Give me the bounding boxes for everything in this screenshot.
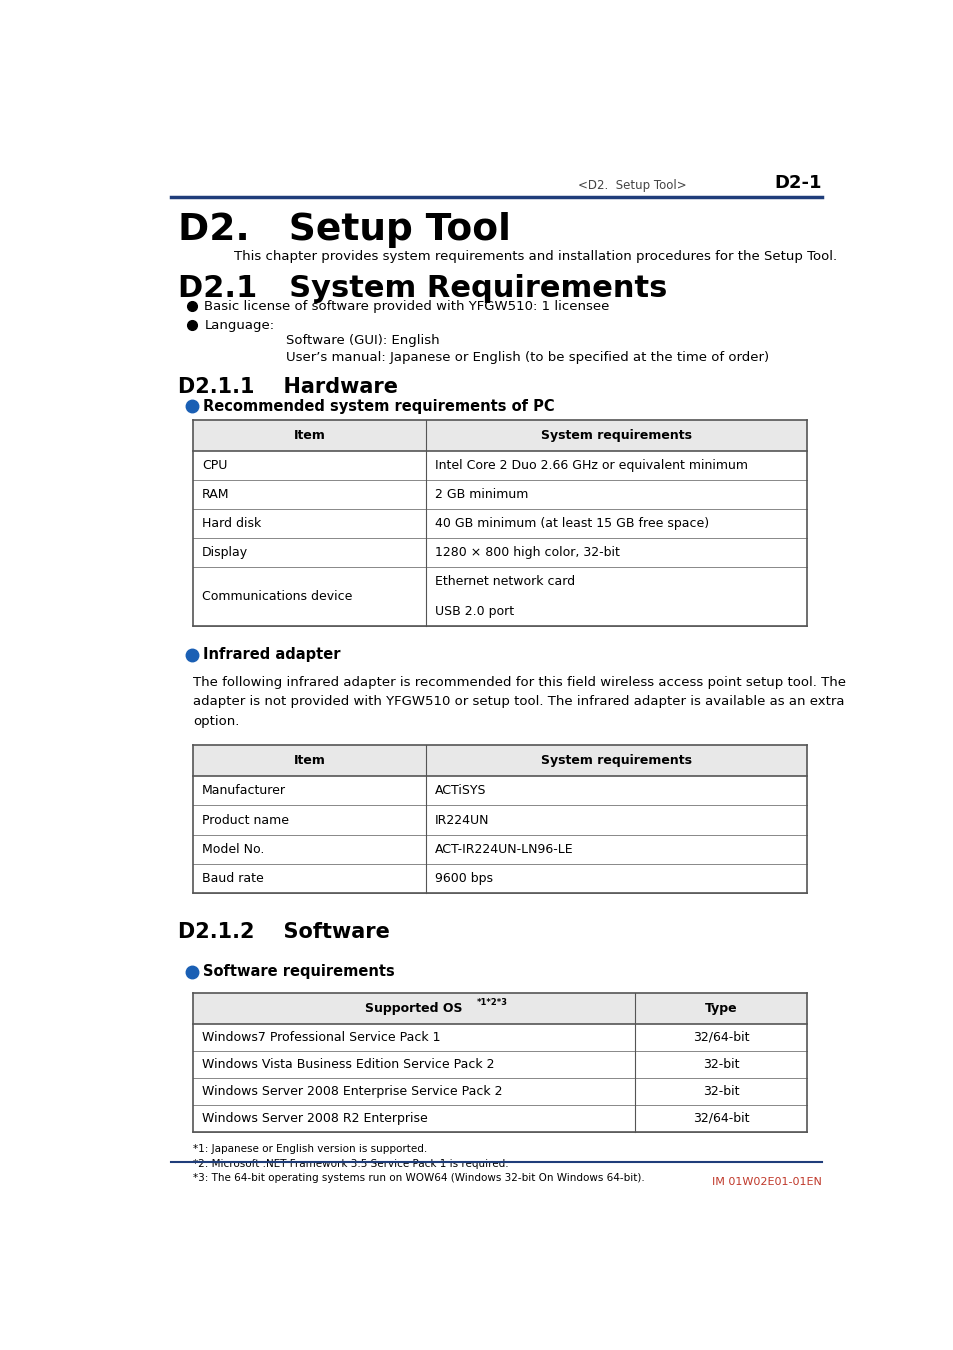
Bar: [193, 539, 806, 567]
Bar: [193, 420, 806, 451]
Text: Software requirements: Software requirements: [203, 964, 395, 979]
Text: System requirements: System requirements: [540, 755, 691, 767]
Text: D2-1: D2-1: [773, 174, 821, 192]
Bar: [193, 864, 806, 892]
Bar: [193, 481, 806, 509]
Bar: [193, 834, 806, 864]
Text: option.: option.: [193, 716, 239, 728]
Text: ACTiSYS: ACTiSYS: [435, 784, 486, 798]
Text: System requirements: System requirements: [540, 429, 691, 441]
Text: Display: Display: [202, 547, 248, 559]
Text: Intel Core 2 Duo 2.66 GHz or equivalent minimum: Intel Core 2 Duo 2.66 GHz or equivalent …: [435, 459, 747, 472]
Text: ACT-IR224UN-LN96-LE: ACT-IR224UN-LN96-LE: [435, 842, 574, 856]
Text: 32/64-bit: 32/64-bit: [692, 1112, 748, 1125]
Text: *1*2*3: *1*2*3: [476, 999, 507, 1007]
Text: *1: Japanese or English version is supported.: *1: Japanese or English version is suppo…: [193, 1145, 427, 1154]
Text: D2.1.2    Software: D2.1.2 Software: [178, 922, 390, 942]
Text: Baud rate: Baud rate: [202, 872, 264, 884]
Text: <D2.  Setup Tool>: <D2. Setup Tool>: [577, 180, 685, 192]
Bar: [193, 1077, 806, 1104]
Text: Windows Vista Business Edition Service Pack 2: Windows Vista Business Edition Service P…: [202, 1058, 494, 1071]
Text: Item: Item: [294, 429, 325, 441]
Text: Model No.: Model No.: [202, 842, 264, 856]
Text: Ethernet network card: Ethernet network card: [435, 575, 575, 589]
Text: 1280 × 800 high color, 32-bit: 1280 × 800 high color, 32-bit: [435, 547, 619, 559]
Bar: [193, 806, 806, 834]
Text: D2.1.1    Hardware: D2.1.1 Hardware: [178, 377, 398, 397]
Text: 9600 bps: 9600 bps: [435, 872, 493, 884]
Text: adapter is not provided with YFGW510 or setup tool. The infrared adapter is avai: adapter is not provided with YFGW510 or …: [193, 695, 843, 709]
Text: RAM: RAM: [202, 489, 230, 501]
Bar: [193, 509, 806, 539]
Text: This chapter provides system requirements and installation procedures for the Se: This chapter provides system requirement…: [233, 250, 836, 263]
Bar: [193, 1104, 806, 1131]
Text: D2.1   System Requirements: D2.1 System Requirements: [178, 274, 667, 304]
Text: Windows Server 2008 R2 Enterprise: Windows Server 2008 R2 Enterprise: [202, 1112, 427, 1125]
Bar: [193, 567, 806, 625]
Text: 32-bit: 32-bit: [702, 1058, 739, 1071]
Text: 32-bit: 32-bit: [702, 1085, 739, 1098]
Text: The following infrared adapter is recommended for this field wireless access poi: The following infrared adapter is recomm…: [193, 675, 845, 688]
Bar: [193, 745, 806, 776]
Text: 40 GB minimum (at least 15 GB free space): 40 GB minimum (at least 15 GB free space…: [435, 517, 709, 531]
Text: Supported OS: Supported OS: [365, 1002, 462, 1015]
Bar: [193, 1050, 806, 1077]
Text: Windows Server 2008 Enterprise Service Pack 2: Windows Server 2008 Enterprise Service P…: [202, 1085, 502, 1098]
Text: Hard disk: Hard disk: [202, 517, 261, 531]
Text: 2 GB minimum: 2 GB minimum: [435, 489, 528, 501]
Bar: [193, 776, 806, 806]
Text: Software (GUI): English: Software (GUI): English: [285, 335, 438, 347]
Text: *3: The 64-bit operating systems run on WOW64 (Windows 32-bit On Windows 64-bit): *3: The 64-bit operating systems run on …: [193, 1173, 644, 1184]
Text: Recommended system requirements of PC: Recommended system requirements of PC: [203, 398, 554, 414]
Text: Type: Type: [704, 1002, 737, 1015]
Text: D2.   Setup Tool: D2. Setup Tool: [178, 212, 511, 248]
Text: *2: Microsoft .NET Framework 3.5 Service Pack 1 is required.: *2: Microsoft .NET Framework 3.5 Service…: [193, 1158, 508, 1169]
Text: IM 01W02E01-01EN: IM 01W02E01-01EN: [711, 1177, 821, 1187]
Text: Item: Item: [294, 755, 325, 767]
Bar: [193, 1023, 806, 1050]
Text: Product name: Product name: [202, 814, 289, 826]
Text: USB 2.0 port: USB 2.0 port: [435, 605, 514, 617]
Text: CPU: CPU: [202, 459, 227, 472]
Text: Manufacturer: Manufacturer: [202, 784, 286, 798]
Text: IR224UN: IR224UN: [435, 814, 489, 826]
Text: Windows7 Professional Service Pack 1: Windows7 Professional Service Pack 1: [202, 1031, 440, 1044]
Text: Communications device: Communications device: [202, 590, 352, 603]
Text: Language:: Language:: [204, 319, 274, 332]
Text: Basic license of software provided with YFGW510: 1 licensee: Basic license of software provided with …: [204, 300, 609, 313]
Text: User’s manual: Japanese or English (to be specified at the time of order): User’s manual: Japanese or English (to b…: [285, 351, 768, 364]
Bar: [193, 992, 806, 1023]
Bar: [193, 451, 806, 481]
Text: 32/64-bit: 32/64-bit: [692, 1031, 748, 1044]
Text: Infrared adapter: Infrared adapter: [203, 647, 340, 663]
